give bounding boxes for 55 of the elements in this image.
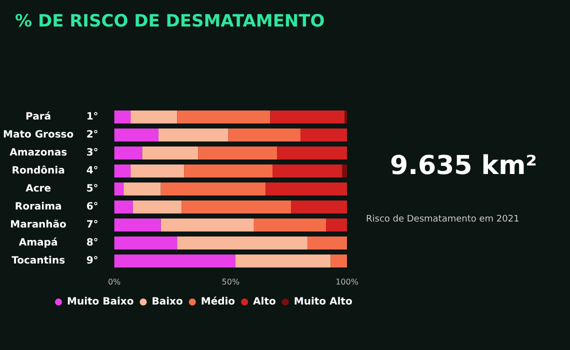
bar bbox=[132, 200, 182, 214]
bar bbox=[235, 254, 331, 268]
bar bbox=[160, 182, 266, 196]
bar bbox=[177, 110, 270, 124]
bar bbox=[326, 218, 347, 232]
bar bbox=[114, 218, 161, 232]
legend-label: Alto bbox=[253, 296, 276, 308]
category-label: Mato Grosso 2° bbox=[2, 130, 98, 140]
legend-label: Muito Baixo bbox=[67, 296, 134, 308]
bar bbox=[114, 128, 159, 142]
bar bbox=[270, 110, 345, 124]
category-label: Maranhão 7° bbox=[10, 220, 98, 230]
bar bbox=[124, 182, 161, 196]
chart-title: % DE RISCO DE DESMATAMENTO bbox=[15, 12, 325, 32]
x-tick-label: 0% bbox=[108, 278, 122, 286]
category-label: Tocantins 9° bbox=[12, 256, 98, 266]
bar bbox=[114, 254, 236, 268]
bar bbox=[130, 110, 178, 124]
bar bbox=[114, 182, 124, 196]
legend-label: Médio bbox=[200, 296, 236, 308]
bar bbox=[254, 218, 326, 232]
x-tick-label: 50% bbox=[222, 278, 240, 286]
category-label: Amazonas 3° bbox=[10, 148, 98, 158]
bar bbox=[277, 146, 347, 160]
bar bbox=[342, 164, 347, 178]
text: 9.635 km² bbox=[390, 151, 538, 181]
category-label: Acre 5° bbox=[26, 184, 98, 194]
bar bbox=[114, 164, 131, 178]
legend-label: Baixo bbox=[152, 296, 183, 308]
x-tick-label: 100% bbox=[336, 278, 359, 286]
bar bbox=[158, 128, 228, 142]
bar bbox=[114, 236, 178, 250]
bar bbox=[228, 128, 300, 142]
bar bbox=[291, 200, 347, 214]
text: Risco de Desmatamento em 2021 bbox=[366, 214, 520, 224]
category-label: Roraima 6° bbox=[14, 202, 98, 212]
bar bbox=[130, 164, 184, 178]
bar bbox=[114, 146, 142, 160]
bar bbox=[300, 128, 347, 142]
legend-label: Muito Alto bbox=[294, 296, 352, 308]
bar bbox=[114, 110, 131, 124]
bar bbox=[184, 164, 273, 178]
bar bbox=[142, 146, 198, 160]
bar bbox=[307, 236, 347, 250]
bar bbox=[330, 254, 347, 268]
bar bbox=[272, 164, 342, 178]
bar bbox=[266, 182, 347, 196]
category-label: Amapá 8° bbox=[18, 238, 98, 248]
bar bbox=[182, 200, 292, 214]
category-label: Rondônia 4° bbox=[12, 166, 98, 176]
bar bbox=[160, 218, 254, 232]
bar bbox=[177, 236, 308, 250]
bar bbox=[114, 200, 133, 214]
bar bbox=[198, 146, 278, 160]
category-label: Pará 1° bbox=[26, 112, 98, 122]
